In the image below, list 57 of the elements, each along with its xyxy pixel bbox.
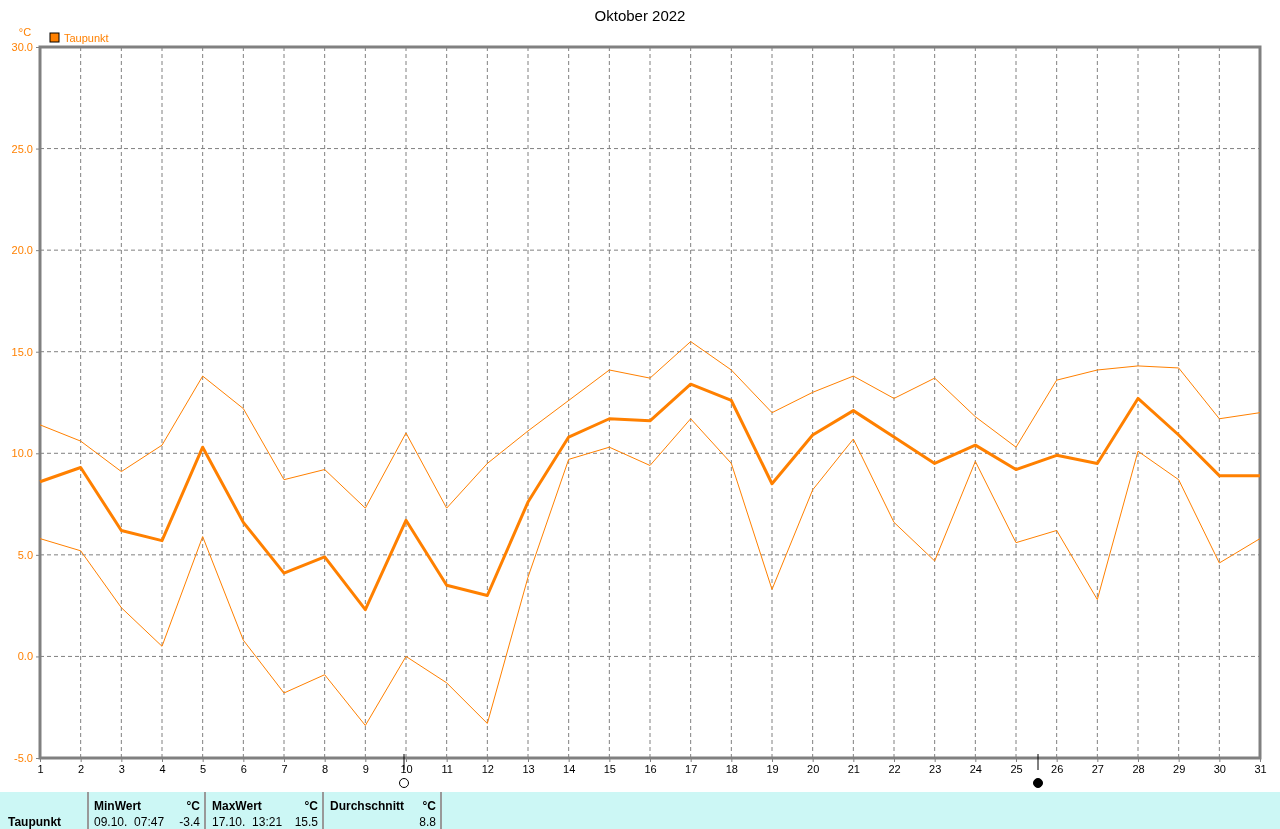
text: °C [186,799,201,813]
line-series [39,341,1261,509]
y-tick-label: 20.0 [11,244,33,257]
y-tick-label: -5.0 [14,752,33,765]
text: 15.5 [294,815,319,829]
text: °C [304,799,319,813]
x-tick-label: 8 [322,762,329,775]
x-tick-label: 31 [1254,762,1267,775]
y-axis-title: °C [18,26,32,38]
x-tick-label: 5 [200,762,207,775]
x-tick-label: 15 [603,762,616,775]
x-tick-label: 28 [1132,762,1145,775]
x-tick-label: 30 [1213,762,1226,775]
x-tick-label: 21 [847,762,860,775]
x-tick-label: 10 [400,762,413,775]
text: 17.10. 13:21 [212,815,283,829]
x-tick-label: 12 [481,762,494,775]
x-tick-label: 3 [118,762,125,775]
x-tick-label: 6 [240,762,247,775]
y-tick-label: 5.0 [17,548,33,561]
text: Taupunkt [8,815,62,829]
x-tick-label: 24 [969,762,982,775]
text: 09.10. 07:47 [94,815,165,829]
legend-label: Taupunkt [64,32,109,44]
x-tick-label: 26 [1051,762,1064,775]
y-tick-label: 0.0 [17,650,33,663]
y-tick-label: 30.0 [11,41,33,54]
x-tick-label: 23 [929,762,942,775]
x-tick-label: 29 [1173,762,1186,775]
x-tick-label: 16 [644,762,657,775]
x-tick-label: 20 [807,762,820,775]
text: -3.4 [179,815,201,829]
y-tick-label: 25.0 [11,142,33,155]
text: MinWert [94,799,142,813]
text: MaxWert [212,799,262,813]
x-tick-label: 22 [888,762,901,775]
x-tick-label: 13 [522,762,535,775]
x-tick-label: 19 [766,762,779,775]
chart-title: Oktober 2022 [594,7,686,24]
x-tick-label: 4 [159,762,166,775]
x-tick-label: 17 [685,762,698,775]
x-tick-label: 11 [441,762,453,775]
x-tick-label: 9 [362,762,369,775]
y-tick-label: 15.0 [11,345,33,358]
x-tick-label: 27 [1091,762,1104,775]
x-tick-label: 1 [37,762,44,775]
x-tick-label: 2 [78,762,85,775]
text: 8.8 [419,815,437,829]
text: °C [422,799,437,813]
x-tick-label: 25 [1010,762,1023,775]
line-series [39,418,1261,726]
y-tick-label: 10.0 [11,447,33,460]
x-tick-label: 18 [725,762,738,775]
x-tick-label: 7 [281,762,288,775]
line-series [38,382,1262,612]
x-tick-label: 14 [563,762,576,775]
text: Durchschnitt [330,799,405,813]
